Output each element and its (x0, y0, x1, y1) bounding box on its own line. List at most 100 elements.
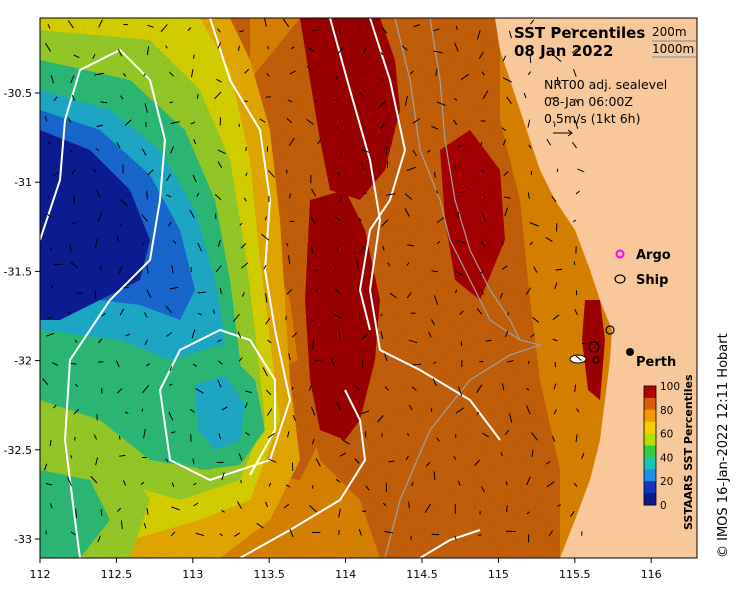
current-vector (288, 255, 291, 265)
current-vector (380, 313, 383, 317)
current-vector (120, 520, 123, 530)
current-vector (245, 390, 252, 394)
current-vector (96, 124, 104, 127)
current-vector (431, 319, 435, 326)
ship-marker[interactable] (592, 356, 600, 364)
current-vector (354, 458, 360, 464)
ship-marker[interactable] (588, 341, 600, 353)
current-vector (361, 333, 368, 340)
current-vector (577, 168, 585, 173)
current-vector (218, 360, 223, 365)
current-vector (69, 244, 72, 253)
current-vector (218, 433, 222, 440)
current-vector (381, 27, 388, 34)
current-vector (527, 71, 532, 76)
colorbar-tick-label: 80 (660, 405, 673, 417)
map-date: 08 Jan 2022 (514, 42, 613, 60)
current-vector (219, 533, 223, 537)
current-vector (70, 363, 77, 365)
current-vector (433, 172, 436, 178)
current-vector (504, 196, 511, 199)
current-vector (574, 98, 579, 104)
current-vector (333, 313, 343, 320)
current-vector (526, 511, 530, 515)
current-vector (95, 148, 100, 152)
current-vector (93, 168, 97, 173)
current-vector (576, 408, 580, 413)
current-vector (476, 308, 483, 315)
current-vector (219, 288, 222, 294)
sealevel-contour-3 (329, 18, 501, 441)
current-vector (238, 453, 243, 461)
current-vector (191, 329, 196, 339)
current-vector (340, 195, 342, 202)
current-vector (436, 190, 439, 194)
current-vector (454, 42, 459, 52)
current-vector (407, 432, 410, 436)
colorbar-segment (644, 409, 656, 423)
current-vector (52, 404, 57, 409)
current-vector (268, 458, 277, 463)
current-vector (338, 329, 341, 339)
current-vector (239, 222, 243, 226)
colorbar-tick-label: 40 (660, 452, 673, 464)
current-vector (197, 291, 206, 294)
current-vector (69, 149, 73, 153)
current-vector (145, 121, 147, 127)
x-tick-label: 114 (335, 568, 356, 581)
current-vector (531, 449, 534, 458)
y-tick-label: -32.5 (4, 444, 32, 457)
colorbar-tick-label: 20 (660, 476, 673, 488)
current-vector (480, 141, 483, 147)
current-vector (245, 172, 248, 177)
current-vector (312, 485, 314, 489)
current-vector (551, 195, 557, 203)
current-vector (168, 383, 173, 386)
current-vector (195, 388, 204, 394)
current-vector (95, 457, 99, 466)
current-vector (480, 241, 486, 247)
current-vector (50, 284, 54, 290)
current-vector (97, 212, 103, 222)
current-vector (508, 30, 512, 39)
current-vector (574, 119, 579, 129)
y-tick-label: -33 (14, 533, 32, 546)
current-vector (506, 360, 514, 363)
current-vector (67, 20, 74, 29)
current-vector (453, 119, 458, 126)
current-vector (362, 126, 367, 131)
current-vector (122, 72, 127, 77)
ship-marker[interactable] (605, 325, 615, 335)
current-vector (431, 270, 439, 273)
current-vector (504, 429, 510, 436)
current-vector (436, 241, 441, 245)
current-vector (267, 432, 275, 439)
ship-legend-label: Ship (636, 273, 668, 288)
current-vector (192, 54, 195, 59)
current-vector (165, 305, 173, 314)
current-vector (460, 190, 466, 193)
current-vector (191, 69, 194, 78)
current-vector (146, 363, 150, 367)
current-vector (94, 289, 97, 299)
current-vector (116, 388, 123, 394)
current-vector (528, 360, 530, 364)
current-vector (457, 144, 462, 148)
current-vector (377, 415, 384, 423)
current-vector (545, 461, 551, 465)
current-vector (265, 96, 271, 98)
current-vector (546, 138, 552, 146)
x-axis: 112 112.5 113 113.5 114 114.5 115 115.5 116 (30, 558, 662, 581)
current-vector (340, 151, 343, 157)
current-vector (47, 23, 51, 29)
current-vector (215, 265, 222, 273)
current-vector (306, 118, 314, 125)
x-tick-label: 115 (488, 568, 509, 581)
current-vector (282, 18, 290, 28)
current-source-label: NRT00 adj. sealevel (544, 77, 667, 92)
current-vector (401, 45, 408, 51)
current-vector (70, 455, 73, 459)
argo-legend-icon (615, 249, 625, 259)
current-vector (388, 460, 395, 463)
current-vector (119, 308, 125, 316)
